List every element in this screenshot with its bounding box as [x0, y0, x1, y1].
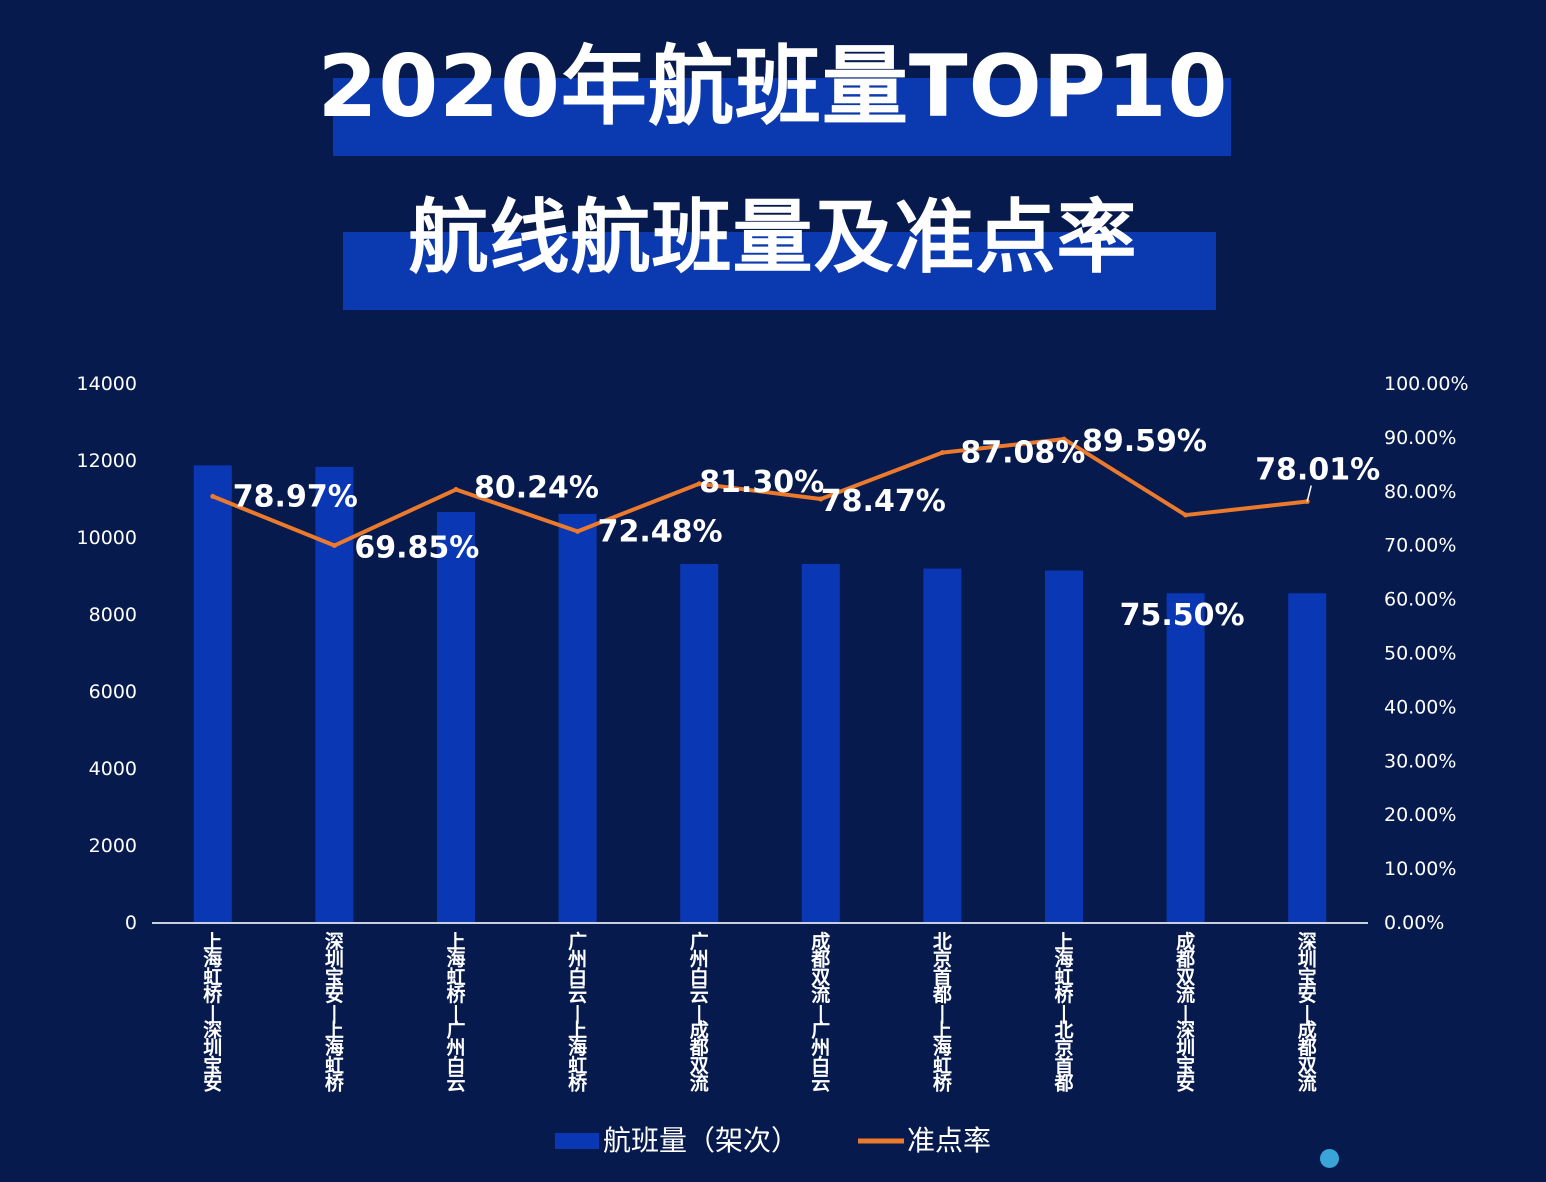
page-subtitle: 航线航班量及准点率: [408, 191, 1138, 284]
y-right-tick-label: 100.00%: [1384, 373, 1469, 395]
rate-data-label: 87.08%: [960, 436, 1085, 471]
x-category-label: 成都双流|广州白云: [810, 930, 830, 1095]
rate-data-label: 81.30%: [699, 465, 824, 500]
y-right-tick-label: 60.00%: [1384, 589, 1456, 611]
y-left-tick-label: 8000: [89, 604, 137, 626]
rate-label-leader: [1306, 485, 1312, 502]
title-band-1: [333, 78, 1231, 156]
bar: [437, 511, 475, 922]
x-category-label: 深圳宝安|上海虹桥: [325, 930, 345, 1095]
legend-line-label: 准点率: [907, 1124, 991, 1157]
rate-point: [331, 543, 337, 549]
rate-data-label: 89.59%: [1082, 424, 1207, 459]
y-left-tick-label: 10000: [77, 527, 137, 549]
x-category-label: 上海虹桥|深圳宝安: [203, 931, 223, 1095]
rate-data-label: 80.24%: [474, 471, 599, 506]
legend-bar-label: 航班量（架次）: [603, 1124, 799, 1157]
y-right-tick-label: 80.00%: [1384, 481, 1456, 503]
page-title: 2020年航班量TOP10: [317, 37, 1229, 137]
rate-point: [453, 487, 459, 493]
rate-point: [818, 496, 824, 502]
bar: [1166, 593, 1205, 922]
rate-point: [1061, 436, 1067, 442]
bar: [1288, 593, 1327, 922]
y-left-tick-label: 2000: [89, 835, 137, 857]
rate-data-label: 69.85%: [354, 531, 479, 566]
rate-point: [696, 481, 702, 487]
rate-data-label: 78.01%: [1255, 453, 1380, 488]
rate-point: [939, 450, 945, 456]
y-right-tick-label: 50.00%: [1384, 643, 1456, 665]
rate-point: [1183, 512, 1189, 518]
bar: [558, 513, 597, 922]
y-right-tick-label: 30.00%: [1384, 750, 1456, 772]
y-left-tick-label: 12000: [77, 450, 137, 472]
y-right-tick-label: 10.00%: [1384, 858, 1456, 880]
x-category-label: 广州白云|上海虹桥: [568, 930, 588, 1095]
legend-bar-swatch: [555, 1133, 599, 1149]
y-right-tick-label: 0.00%: [1384, 912, 1444, 934]
x-category-label: 北京首都|上海虹桥: [932, 931, 953, 1095]
rate-line: [212, 437, 1308, 548]
x-category-label: 深圳宝安|成都双流: [1297, 930, 1317, 1095]
x-category-label: 广州白云|成都双流: [689, 930, 709, 1095]
y-left-tick-label: 0: [125, 912, 137, 934]
x-category-label: 上海虹桥|广州白云: [446, 931, 466, 1095]
bar: [193, 465, 232, 922]
y-right-tick-label: 70.00%: [1384, 535, 1456, 557]
title-band-2: [343, 232, 1216, 310]
y-left-tick-label: 14000: [77, 373, 137, 395]
x-category-label: 上海虹桥|北京首都: [1053, 931, 1074, 1095]
rate-point: [575, 528, 581, 534]
rate-data-label: 78.97%: [233, 479, 358, 514]
rate-data-label: 72.48%: [598, 514, 723, 549]
bar: [315, 466, 354, 922]
x-category-label: 成都双流|深圳宝安: [1175, 930, 1195, 1095]
rate-data-label: 75.50%: [1120, 598, 1245, 633]
bar: [1045, 570, 1083, 922]
y-left-tick-label: 4000: [89, 758, 137, 780]
y-left-tick-label: 6000: [89, 681, 137, 703]
indicator-dot: [1320, 1149, 1339, 1168]
rate-data-label: 78.47%: [821, 484, 946, 519]
bar: [923, 568, 962, 922]
bar: [680, 563, 719, 922]
bar: [801, 563, 840, 922]
y-right-tick-label: 20.00%: [1384, 804, 1456, 826]
y-right-tick-label: 40.00%: [1384, 696, 1456, 718]
y-right-tick-label: 90.00%: [1384, 427, 1456, 449]
rate-point: [210, 493, 216, 499]
